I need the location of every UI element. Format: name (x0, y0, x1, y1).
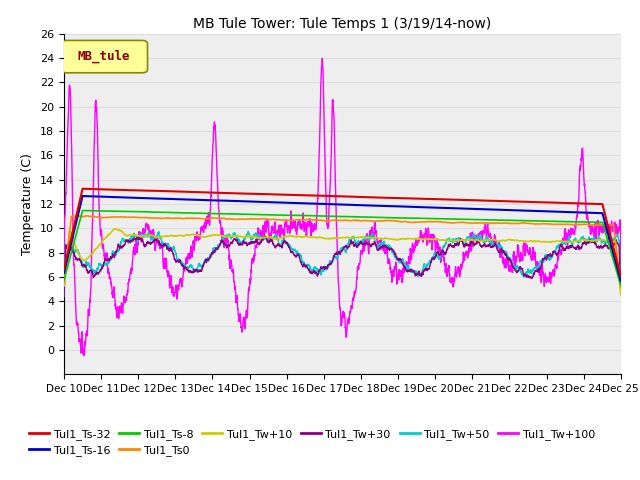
Legend: Tul1_Ts-32, Tul1_Ts-16, Tul1_Ts-8, Tul1_Ts0, Tul1_Tw+10, Tul1_Tw+30, Tul1_Tw+50,: Tul1_Ts-32, Tul1_Ts-16, Tul1_Ts-8, Tul1_… (25, 424, 599, 460)
FancyBboxPatch shape (61, 40, 147, 73)
Y-axis label: Temperature (C): Temperature (C) (22, 153, 35, 255)
Text: MB_tule: MB_tule (78, 50, 131, 63)
Title: MB Tule Tower: Tule Temps 1 (3/19/14-now): MB Tule Tower: Tule Temps 1 (3/19/14-now… (193, 17, 492, 31)
